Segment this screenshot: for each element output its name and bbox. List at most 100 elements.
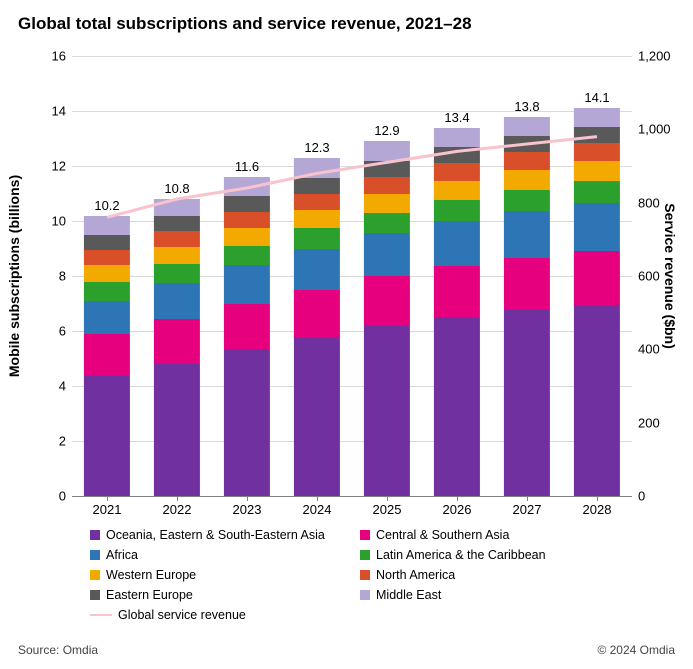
bar-segment	[434, 128, 480, 148]
bar-segment	[154, 216, 200, 231]
legend-label: Western Europe	[106, 568, 196, 582]
y1-tick: 6	[26, 324, 66, 339]
x-tick: 2021	[93, 502, 122, 517]
legend-label: Global service revenue	[118, 608, 246, 622]
bar-segment	[154, 199, 200, 216]
y1-tick: 10	[26, 214, 66, 229]
x-tick-mark	[177, 496, 178, 501]
bar-segment	[224, 177, 270, 196]
bar-total-label: 10.8	[164, 181, 189, 196]
bar-segment	[504, 117, 550, 137]
grid-line	[72, 56, 632, 57]
legend-swatch	[90, 530, 100, 540]
copyright-text: © 2024 Omdia	[597, 643, 675, 657]
y1-tick: 2	[26, 434, 66, 449]
bar-segment	[364, 194, 410, 213]
legend-item: Global service revenue	[90, 605, 360, 625]
legend-swatch	[90, 550, 100, 560]
bar-segment	[294, 337, 340, 497]
bar-segment	[574, 305, 620, 496]
bar-segment	[504, 170, 550, 190]
x-tick: 2028	[583, 502, 612, 517]
legend-item: Oceania, Eastern & South-Eastern Asia	[90, 525, 360, 545]
y1-axis-label: Mobile subscriptions (billions)	[6, 175, 22, 377]
bar-segment	[294, 194, 340, 211]
chart-title: Global total subscriptions and service r…	[18, 14, 472, 34]
legend-item: Western Europe	[90, 565, 360, 585]
source-text: Source: Omdia	[18, 643, 98, 657]
bar-total-label: 11.6	[235, 159, 259, 174]
x-axis-line	[72, 496, 632, 497]
y1-tick: 0	[26, 489, 66, 504]
legend-item: Eastern Europe	[90, 585, 360, 605]
bar-segment	[84, 235, 130, 250]
bar-segment	[504, 190, 550, 211]
x-tick: 2027	[513, 502, 542, 517]
bar-segment	[224, 265, 270, 304]
legend-label: Africa	[106, 548, 138, 562]
bar-segment	[84, 250, 130, 265]
legend-swatch	[360, 550, 370, 560]
legend-label: Latin America & the Caribbean	[376, 548, 546, 562]
bar-segment	[434, 266, 480, 317]
x-tick: 2026	[443, 502, 472, 517]
legend-label: Oceania, Eastern & South-Eastern Asia	[106, 528, 325, 542]
bar-segment	[574, 181, 620, 203]
y1-tick: 12	[26, 159, 66, 174]
legend: Oceania, Eastern & South-Eastern AsiaCen…	[90, 525, 630, 625]
bar-segment	[294, 178, 340, 194]
legend-label: Eastern Europe	[106, 588, 193, 602]
y2-axis-label: Service revenue ($bn)	[662, 203, 678, 349]
bar-segment	[364, 276, 410, 326]
y1-tick: 4	[26, 379, 66, 394]
bar-total-label: 13.8	[514, 99, 539, 114]
bar-segment	[154, 247, 200, 264]
x-tick: 2023	[233, 502, 262, 517]
x-tick: 2022	[163, 502, 192, 517]
x-tick-mark	[457, 496, 458, 501]
legend-label: Middle East	[376, 588, 441, 602]
bar-segment	[224, 349, 270, 496]
bar-segment	[294, 228, 340, 248]
bar-segment	[504, 211, 550, 258]
x-tick-mark	[527, 496, 528, 501]
bar-total-label: 12.9	[374, 123, 399, 138]
bar-segment	[434, 181, 480, 200]
bar-segment	[224, 212, 270, 228]
bar-segment	[434, 147, 480, 163]
x-tick-mark	[597, 496, 598, 501]
legend-swatch	[360, 570, 370, 580]
bar-segment	[434, 200, 480, 221]
bar-segment	[294, 158, 340, 178]
bar-segment	[574, 127, 620, 143]
bar-segment	[154, 264, 200, 283]
legend-swatch	[360, 530, 370, 540]
bar-segment	[364, 177, 410, 194]
bar-segment	[434, 221, 480, 266]
bar-segment	[364, 213, 410, 234]
bar-segment	[224, 196, 270, 212]
legend-line-swatch	[90, 614, 112, 616]
x-tick-mark	[107, 496, 108, 501]
legend-item: North America	[360, 565, 630, 585]
bar-segment	[224, 246, 270, 265]
bar-segment	[154, 319, 200, 364]
x-tick-mark	[387, 496, 388, 501]
legend-item: Latin America & the Caribbean	[360, 545, 630, 565]
legend-swatch	[360, 590, 370, 600]
bar-segment	[84, 265, 130, 282]
bar-segment	[364, 141, 410, 161]
x-tick: 2025	[373, 502, 402, 517]
bar-total-label: 12.3	[304, 140, 329, 155]
x-tick-mark	[317, 496, 318, 501]
bar-total-label: 13.4	[444, 110, 469, 125]
bar-total-label: 10.2	[94, 198, 119, 213]
bar-segment	[294, 290, 340, 337]
bar-segment	[434, 163, 480, 180]
bar-segment	[154, 283, 200, 319]
bar-segment	[84, 301, 130, 334]
bar-segment	[364, 326, 410, 497]
plot-area: 024681012141602004006008001,0001,2002021…	[72, 56, 632, 496]
y2-tick: 1,200	[638, 49, 688, 64]
bar-segment	[294, 210, 340, 228]
